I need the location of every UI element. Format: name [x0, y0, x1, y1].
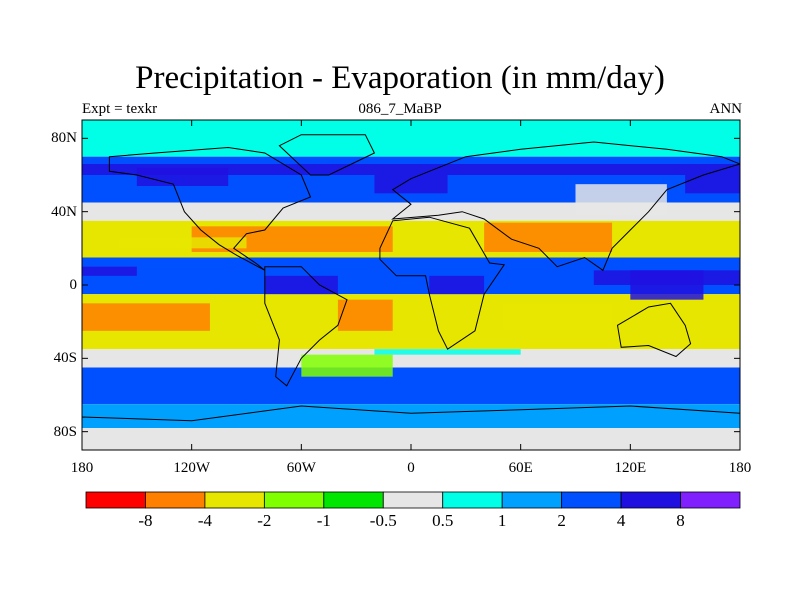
field-patch	[429, 275, 485, 295]
coastline-north-america	[108, 146, 312, 271]
field-patch	[337, 299, 393, 331]
coastline-eurasia	[391, 141, 740, 272]
colorbar-label: -4	[197, 511, 212, 530]
colorbar-swatch	[620, 491, 681, 509]
colorbar-label: -1	[316, 511, 331, 530]
lon-tick-label: 120E	[614, 460, 647, 476]
field-patch	[502, 303, 613, 331]
lat-tick-label: 80S	[53, 423, 77, 440]
coastlines	[82, 134, 740, 450]
colorbar-label: -2	[257, 511, 272, 530]
field-patch	[301, 354, 393, 377]
colorbar-swatch	[382, 491, 444, 509]
colorbar-label: 0.5	[432, 511, 454, 530]
field-patch	[484, 222, 613, 252]
lat-band-7	[82, 367, 740, 405]
colorbar-swatch	[263, 491, 325, 509]
map-field	[82, 120, 740, 450]
colorbar-label: 1	[497, 511, 507, 530]
colorbar-swatch	[501, 491, 563, 509]
lon-tick-label: 60E	[508, 460, 533, 476]
colorbar-swatch	[204, 491, 265, 509]
lon-tick-label: 180	[728, 460, 752, 476]
coastline-africa	[379, 216, 506, 350]
coastline-south-america	[264, 266, 348, 387]
lat-tick-label: 40S	[53, 350, 77, 367]
field-patch	[82, 266, 137, 276]
colorbar	[85, 491, 741, 509]
colorbar-swatch	[85, 491, 146, 509]
lat-tick-label: 40N	[51, 203, 77, 220]
colorbar-label: -8	[138, 511, 153, 530]
lon-tick-label: 0	[407, 460, 415, 476]
field-patch	[374, 175, 448, 194]
colorbar-swatch	[680, 491, 741, 509]
colorbar-swatch	[145, 491, 206, 509]
field-patch	[374, 349, 521, 355]
time-label: 086_7_MaBP	[358, 101, 442, 117]
colorbar-swatch	[323, 491, 384, 509]
axis-ticks	[81, 120, 741, 450]
field-patch	[575, 184, 667, 216]
lat-tick-label: 0	[69, 277, 78, 293]
lat-band-9	[82, 428, 740, 450]
lon-tick-label: 60W	[286, 460, 316, 476]
colorbar-swatch	[561, 491, 622, 509]
colorbar-label: 4	[616, 511, 626, 530]
colorbar-swatch	[442, 491, 503, 509]
coastline-australia	[616, 302, 692, 358]
colorbar-label: 2	[557, 511, 566, 530]
coastline-greenland	[278, 134, 376, 176]
lon-tick-label: 120W	[173, 460, 210, 476]
coastline-antarctica	[82, 405, 740, 450]
field-patch	[118, 237, 247, 249]
field-patch	[685, 175, 740, 194]
field-patch	[82, 164, 740, 175]
field-patch	[630, 270, 704, 300]
lat-tick-label: 80N	[51, 130, 77, 147]
field-patch	[136, 167, 229, 186]
colorbar-label: -0.5	[369, 511, 397, 530]
lat-band-6	[82, 349, 740, 368]
field-patch	[82, 303, 210, 331]
lon-tick-label: 180	[70, 460, 94, 476]
lat-band-8	[82, 404, 740, 428]
colorbar-label: 8	[676, 511, 685, 530]
season-label: ANN	[709, 101, 743, 117]
chart-title: Precipitation - Evaporation (in mm/day)	[135, 60, 665, 96]
field-patch	[264, 275, 338, 295]
experiment-label: Expt = texkr	[82, 101, 158, 117]
